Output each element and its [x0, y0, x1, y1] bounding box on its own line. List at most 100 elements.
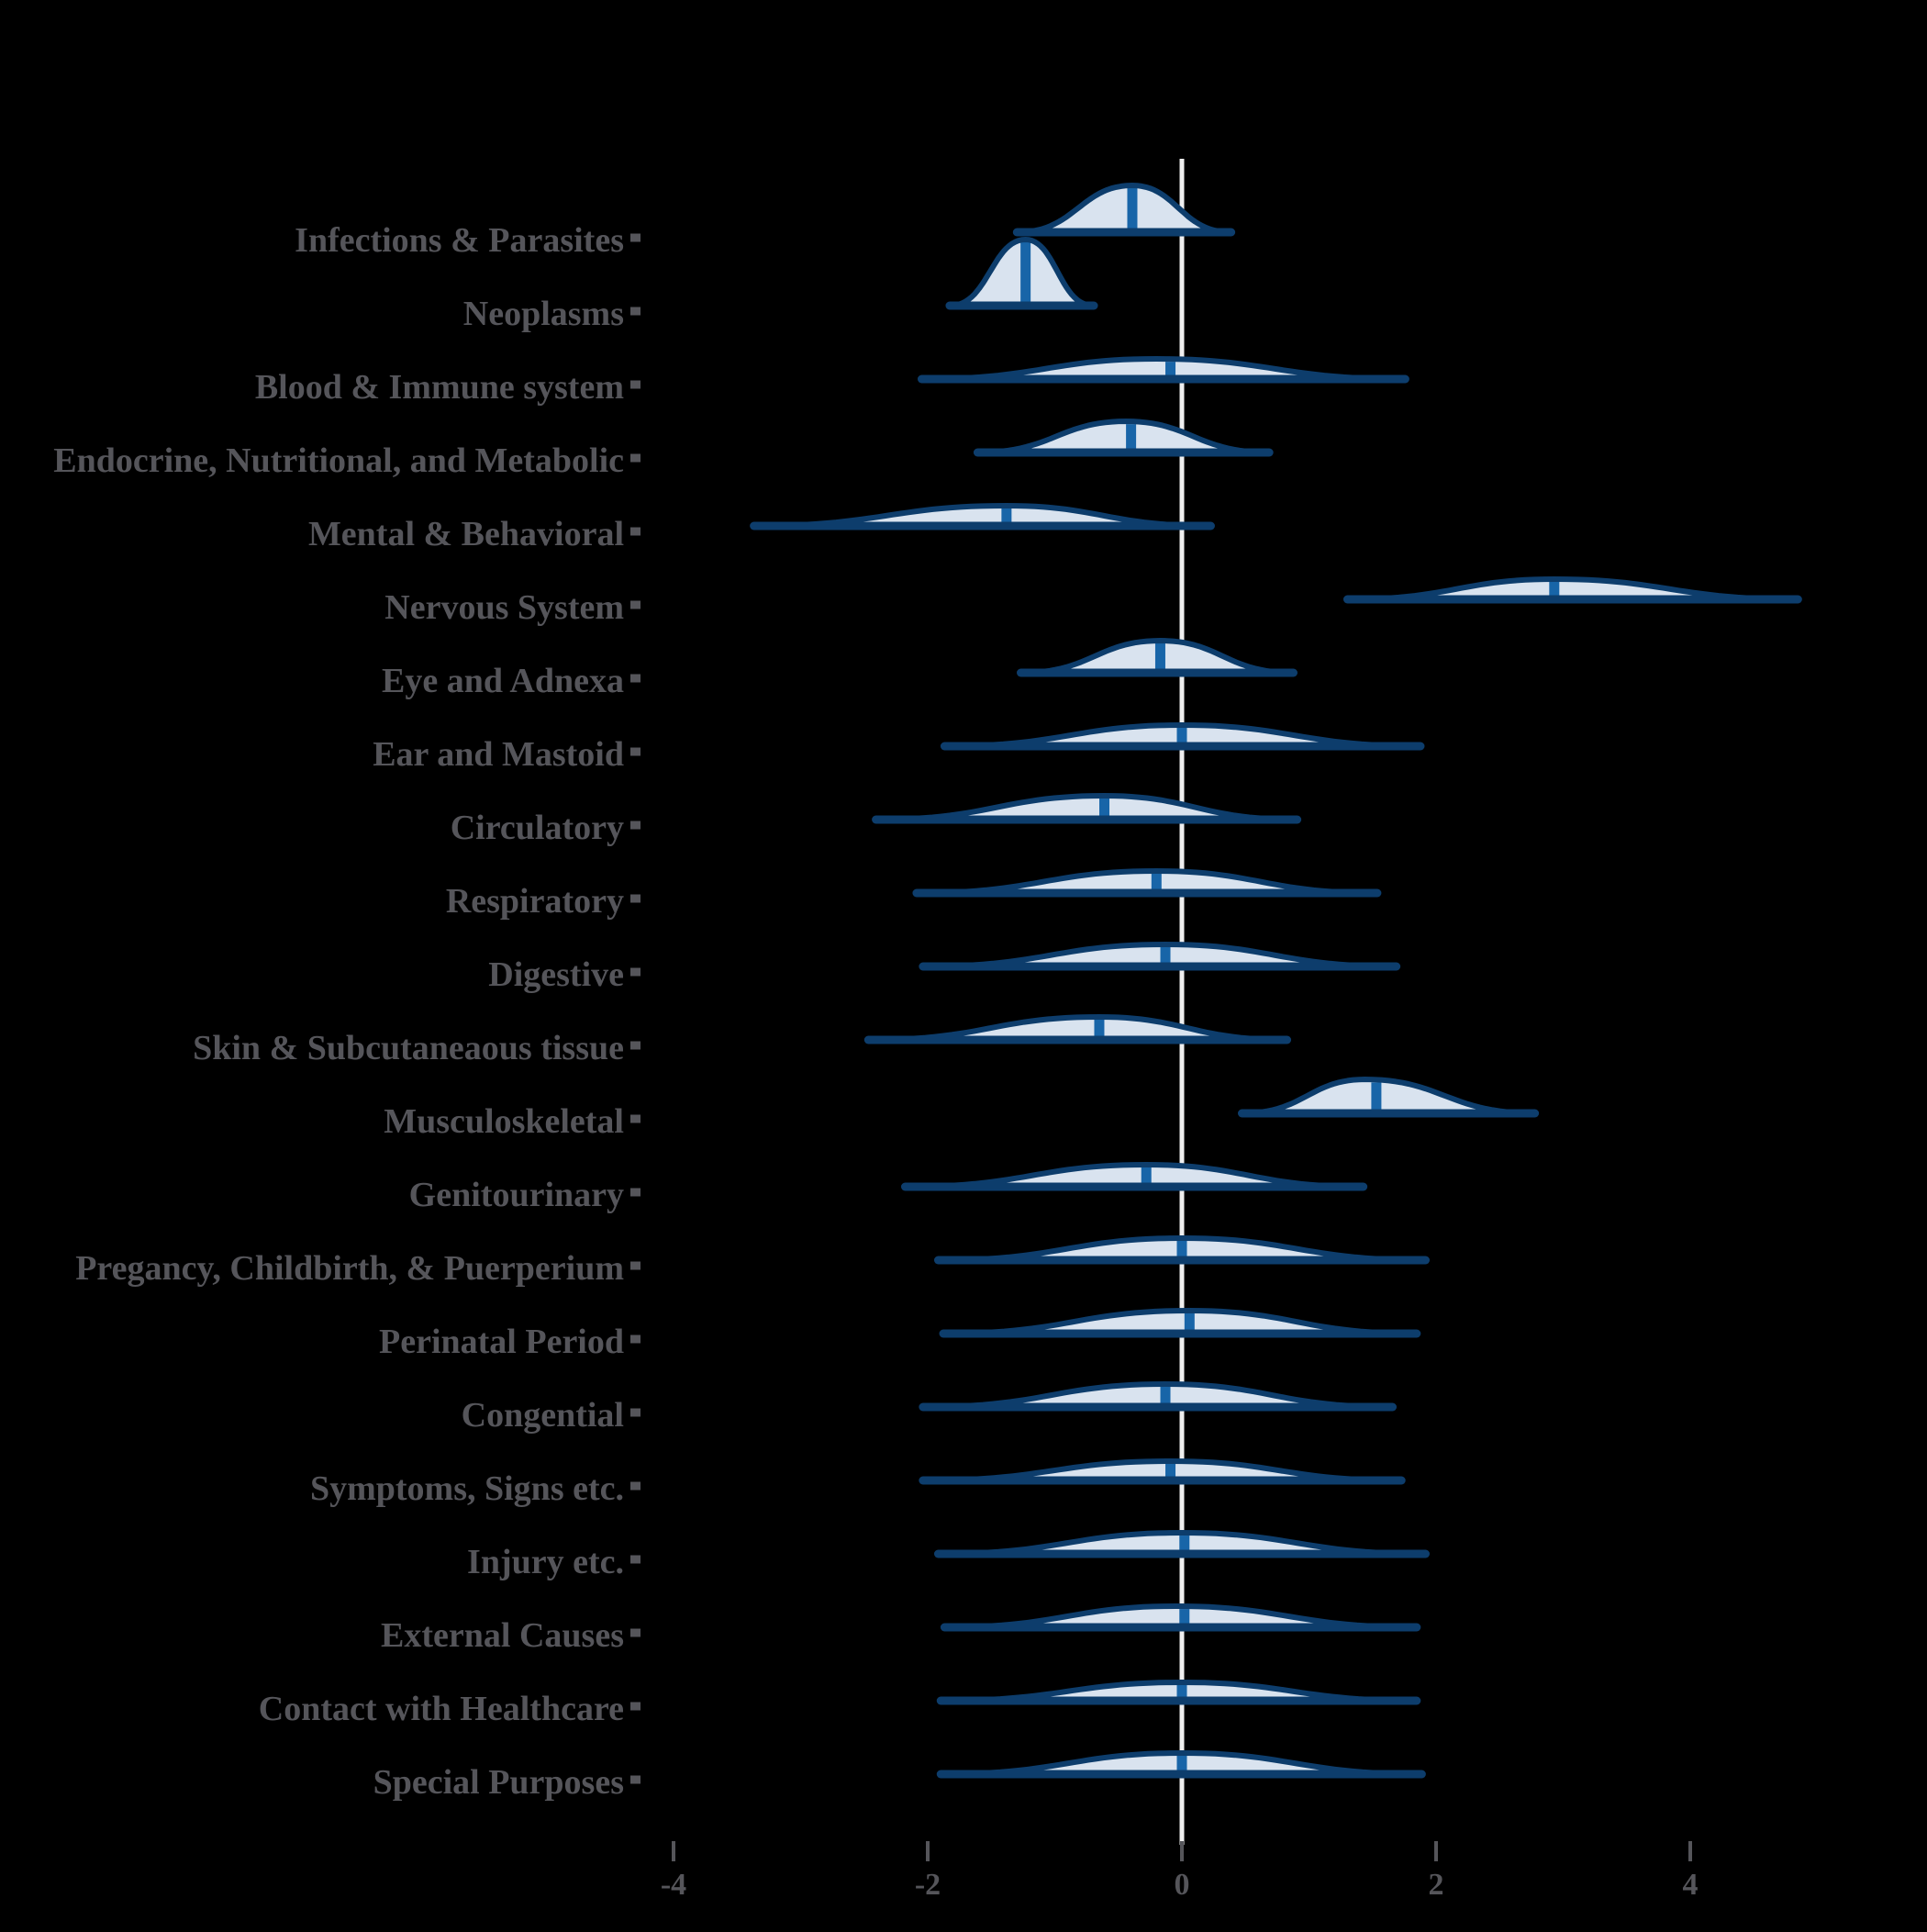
density-outline — [939, 1750, 1424, 1777]
category-tick-square — [630, 1261, 640, 1270]
violin-row — [933, 1530, 1431, 1558]
x-tick-label: 2 — [1429, 1868, 1444, 1902]
density-fill — [923, 944, 1396, 966]
category-label: Blood & Immune system — [255, 368, 624, 407]
category-label: Digestive — [488, 955, 624, 994]
category-label: Nervous System — [384, 588, 624, 627]
category-label: Endocrine, Nutritional, and Metabolic — [53, 441, 624, 480]
violin-row — [919, 1458, 1406, 1485]
density-outline — [936, 1530, 1428, 1557]
violin-row — [1016, 638, 1298, 677]
density-outline — [1345, 576, 1800, 602]
density-outline — [942, 1603, 1419, 1630]
category-label: Symptoms, Signs etc. — [310, 1469, 624, 1508]
category-label: Respiratory — [446, 882, 624, 921]
category-label: Ear and Mastoid — [373, 735, 624, 774]
density-fill — [978, 421, 1269, 452]
density-outline — [942, 722, 1422, 749]
violin-row — [750, 503, 1215, 530]
density-fill — [876, 796, 1297, 820]
violin-row — [940, 722, 1425, 751]
category-label: Congential — [462, 1396, 624, 1435]
density-fill — [917, 871, 1376, 893]
density-fill — [944, 1311, 1416, 1334]
density-fill — [869, 1017, 1287, 1040]
density-fill — [923, 1461, 1401, 1480]
category-label: Injury etc. — [467, 1543, 624, 1581]
category-tick-square — [630, 1628, 640, 1637]
density-fill — [1242, 1079, 1534, 1113]
density-outline — [975, 419, 1272, 455]
category-label: Perinatal Period — [379, 1323, 624, 1361]
violin-row — [919, 942, 1401, 971]
density-outline — [1019, 638, 1296, 676]
density-outline — [903, 1162, 1365, 1189]
category-tick-square — [630, 1775, 640, 1784]
category-tick-square — [630, 453, 640, 463]
violin-row — [919, 1381, 1398, 1412]
category-label: Special Purposes — [373, 1763, 624, 1802]
density-outline — [919, 356, 1408, 382]
category-tick-square — [630, 1555, 640, 1564]
category-tick-square — [630, 307, 640, 316]
category-label: Mental & Behavioral — [308, 515, 624, 553]
density-fill — [1348, 579, 1798, 599]
category-tick-square — [630, 674, 640, 683]
density-fill — [906, 1165, 1363, 1187]
zero-reference-line — [1179, 159, 1185, 1845]
category-tick-square — [630, 233, 640, 242]
density-outline — [920, 1381, 1395, 1410]
category-tick-square — [630, 894, 640, 903]
category-tick-square — [630, 1188, 640, 1197]
density-outline — [939, 1680, 1419, 1703]
category-tick-square — [630, 380, 640, 389]
category-tick-square — [630, 527, 640, 536]
violin-row — [936, 1680, 1421, 1705]
violin-row — [863, 1014, 1292, 1044]
category-label: Skin & Subcutaneaous tissue — [193, 1029, 624, 1067]
violin-row — [940, 1603, 1421, 1632]
violin-row — [933, 1235, 1431, 1265]
category-tick-square — [630, 1114, 640, 1123]
x-tick-label: -2 — [915, 1868, 941, 1902]
density-outline — [866, 1014, 1289, 1043]
category-label: Pregancy, Childbirth, & Puerperium — [75, 1249, 624, 1288]
x-tick-label: 0 — [1175, 1868, 1190, 1902]
category-label: Eye and Adnexa — [382, 662, 624, 700]
density-fill — [922, 359, 1405, 379]
category-tick-square — [630, 1335, 640, 1344]
category-tick-square — [630, 1408, 640, 1417]
x-axis-layer: -4 -2 0 2 4 — [661, 1841, 1699, 1902]
category-label: External Causes — [381, 1616, 624, 1655]
category-tick-square — [630, 821, 640, 830]
density-outline — [920, 942, 1398, 969]
violin-row — [917, 356, 1409, 384]
category-label: Neoplasms — [463, 295, 624, 333]
category-labels-layer: Infections & Parasites Neoplasms Blood & I… — [53, 221, 640, 1802]
category-tick-square — [630, 747, 640, 756]
violin-row — [912, 868, 1382, 898]
density-outline — [752, 503, 1213, 529]
density-outline — [1240, 1077, 1537, 1116]
violin-row — [945, 237, 1098, 310]
density-outline — [936, 1235, 1428, 1263]
category-tick-square — [630, 1481, 640, 1491]
violin-row — [973, 419, 1274, 457]
violin-row — [1012, 183, 1236, 237]
category-tick-square — [630, 1702, 640, 1711]
category-label: Contact with Healthcare — [259, 1690, 624, 1728]
density-outline — [914, 868, 1379, 896]
density-fill — [1018, 185, 1231, 232]
category-tick-square — [630, 967, 640, 977]
violin-row — [1237, 1077, 1540, 1118]
zero-line-layer — [1179, 159, 1185, 1845]
category-label: Musculoskeletal — [384, 1102, 624, 1141]
density-fill — [923, 1384, 1392, 1407]
category-label: Infections & Parasites — [295, 221, 624, 260]
category-tick-square — [630, 600, 640, 609]
violin-row — [1342, 576, 1802, 604]
density-outline — [920, 1458, 1404, 1483]
density-outline — [941, 1308, 1419, 1336]
